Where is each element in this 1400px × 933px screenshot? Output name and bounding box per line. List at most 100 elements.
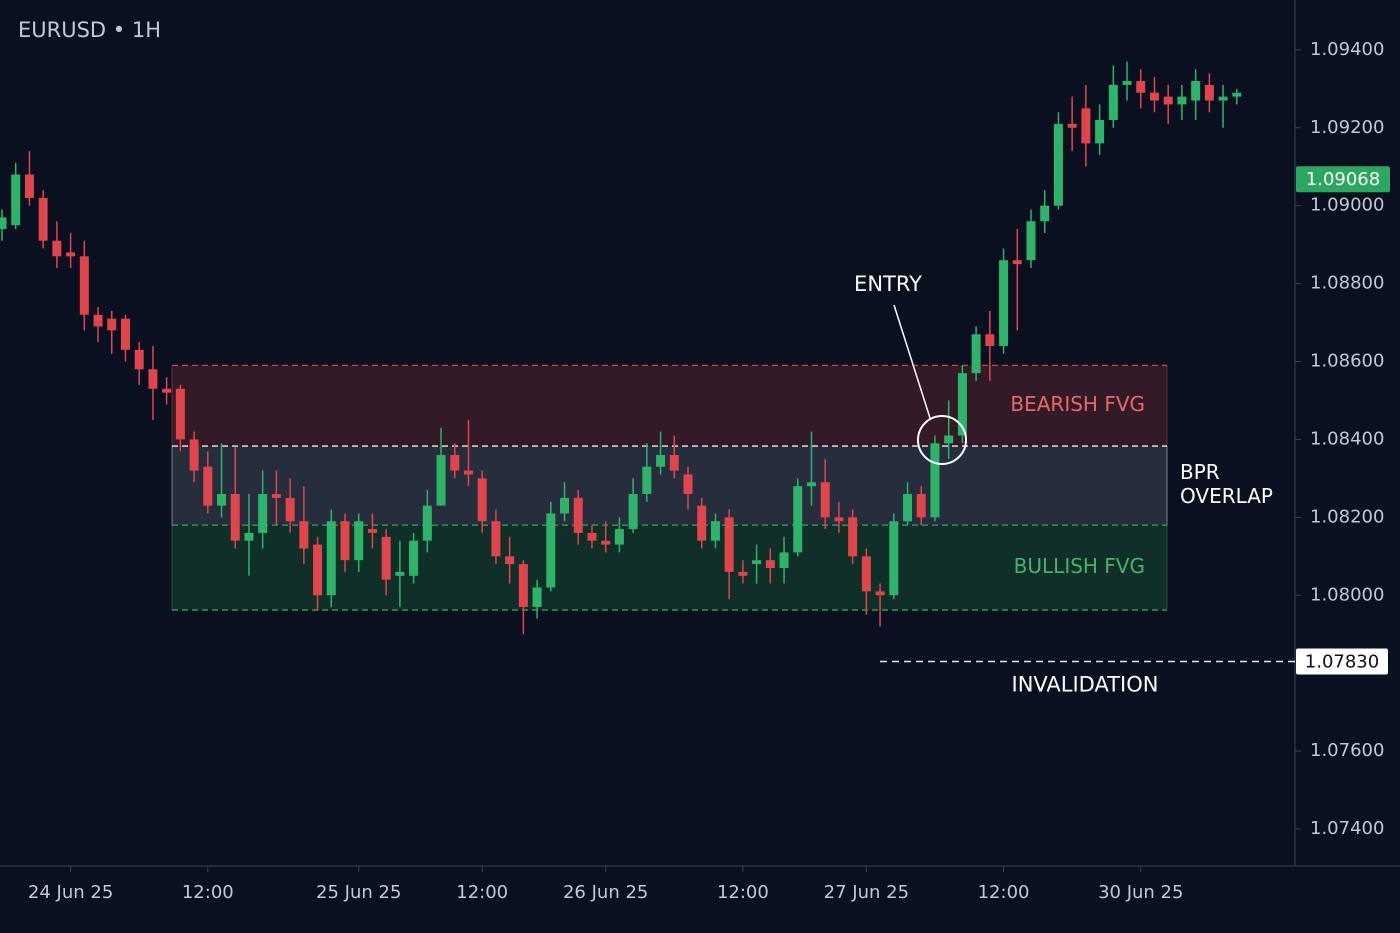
candle-body — [834, 517, 844, 522]
candle-body — [1191, 81, 1201, 101]
candle-body — [1067, 123, 1077, 128]
candle-body — [1177, 96, 1187, 105]
candle-body — [271, 493, 281, 498]
candle-body — [642, 466, 652, 494]
candle-body — [710, 521, 720, 541]
candle-body — [1149, 92, 1159, 101]
invalidation-text: INVALIDATION — [1012, 672, 1159, 696]
candle-body — [52, 240, 62, 257]
candle-body — [601, 540, 611, 545]
candle-body — [463, 470, 473, 475]
candle-body — [93, 314, 103, 327]
y-tick-label: 1.09400 — [1310, 39, 1384, 60]
candle-body — [820, 482, 830, 518]
candle-body — [436, 455, 446, 506]
y-tick-label: 1.08600 — [1310, 351, 1384, 372]
candle-body — [1108, 84, 1118, 120]
candle-body — [450, 455, 460, 471]
candle-body — [148, 369, 158, 389]
candle-body — [409, 540, 419, 576]
x-tick-label: 26 Jun 25 — [563, 882, 648, 903]
candle-body — [244, 532, 254, 541]
candle-body — [532, 587, 542, 607]
candle-body — [505, 556, 515, 565]
candle-body — [381, 536, 391, 580]
candle-body — [560, 497, 570, 514]
y-tick-label: 1.08200 — [1310, 506, 1384, 527]
candle-body — [1122, 81, 1132, 85]
candle-body — [120, 318, 130, 350]
invalidation-box — [1296, 648, 1388, 675]
chart-title: EURUSD • 1H — [18, 18, 161, 42]
candle-body — [546, 513, 556, 588]
candle-body — [656, 455, 666, 467]
candle-body — [971, 334, 981, 374]
candle-body — [1136, 81, 1146, 93]
candle-body — [1095, 119, 1105, 144]
candle-body — [573, 497, 583, 533]
y-tick-label: 1.08000 — [1310, 584, 1384, 605]
x-tick-label: 27 Jun 25 — [824, 882, 909, 903]
candle-body — [738, 571, 748, 576]
candle-body — [11, 174, 21, 226]
candle-body — [875, 591, 885, 596]
current-price-box — [1296, 166, 1390, 193]
candle-body — [1053, 123, 1063, 206]
candle-body — [134, 349, 144, 370]
zone-label: BULLISH FVG — [1014, 554, 1145, 578]
candle-body — [189, 439, 199, 471]
candle-body — [848, 517, 858, 557]
candle-body — [669, 455, 679, 471]
x-tick-label: 12:00 — [717, 882, 769, 903]
candle-body — [422, 505, 432, 541]
y-tick-label: 1.08400 — [1310, 428, 1384, 449]
candle-body — [614, 529, 624, 545]
candles — [0, 61, 1242, 635]
candle-body — [24, 174, 34, 198]
candle-body — [697, 505, 707, 541]
candle-body — [683, 474, 693, 494]
y-tick-label: 1.07600 — [1310, 740, 1384, 761]
candle-body — [999, 260, 1009, 346]
candle-body — [1232, 92, 1242, 97]
candle-body — [477, 478, 487, 522]
candle-body — [258, 493, 268, 533]
x-tick-label: 12:00 — [978, 882, 1030, 903]
candle-body — [230, 493, 240, 541]
candle-body — [724, 517, 734, 572]
x-tick-label: 24 Jun 25 — [28, 882, 113, 903]
x-tick-label: 25 Jun 25 — [316, 882, 401, 903]
candle-body — [313, 544, 323, 596]
candle-body — [793, 486, 803, 553]
zone-label: OVERLAP — [1180, 484, 1273, 508]
zone-label: BPR — [1180, 460, 1220, 484]
candle-body — [107, 318, 117, 331]
candle-body — [1026, 221, 1036, 261]
candle-body — [340, 521, 350, 561]
x-tick-label: 30 Jun 25 — [1098, 882, 1183, 903]
candle-body — [1081, 108, 1091, 144]
x-tick-label: 12:00 — [182, 882, 234, 903]
candle-body — [1218, 96, 1228, 101]
candle-body — [162, 388, 172, 393]
candle-body — [518, 564, 528, 607]
candle-body — [285, 497, 295, 522]
candle-body — [395, 571, 405, 576]
candle-body — [944, 435, 954, 444]
candle-body — [628, 493, 638, 530]
candle-body — [903, 493, 913, 522]
candle-body — [957, 373, 967, 436]
candle-body — [985, 334, 995, 346]
candle-body — [779, 552, 789, 568]
candle-body — [203, 466, 213, 506]
candle-body — [354, 521, 364, 561]
y-tick-label: 1.09000 — [1310, 195, 1384, 216]
zones — [171, 364, 1168, 611]
current-price-label: 1.09068 — [1306, 169, 1380, 190]
entry-pointer — [893, 304, 931, 419]
entry-circle — [917, 415, 967, 465]
candle-body — [1012, 260, 1022, 265]
candle-body — [861, 556, 871, 592]
